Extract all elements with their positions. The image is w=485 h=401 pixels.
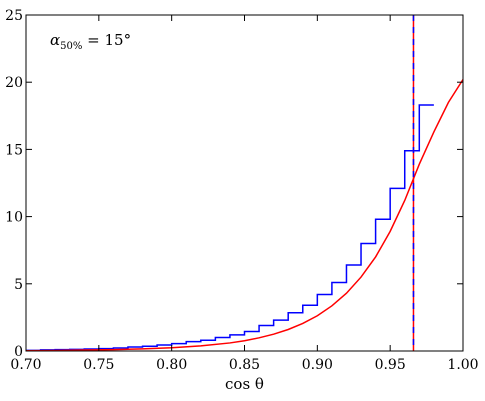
y-tick-label-1: 5 bbox=[14, 277, 23, 293]
plot-content bbox=[25, 15, 464, 352]
y-tick-label-4: 20 bbox=[5, 75, 23, 91]
x-tick-label-2: 0.80 bbox=[156, 357, 187, 373]
x-tick-label-4: 0.90 bbox=[302, 357, 333, 373]
y-tick-label-2: 10 bbox=[5, 210, 23, 226]
fit-curve-series bbox=[25, 79, 464, 352]
annotation-alpha-symbol: α bbox=[50, 31, 60, 49]
annotation-alpha: α50% = 15° bbox=[50, 31, 131, 52]
x-tick-label-3: 0.85 bbox=[229, 357, 260, 373]
x-tick-label-0: 0.70 bbox=[10, 357, 41, 373]
y-tick-label-3: 15 bbox=[5, 142, 23, 158]
y-tick-label-5: 25 bbox=[5, 8, 23, 24]
x-axis-label: cos θ bbox=[225, 375, 264, 393]
y-tick-label-0: 0 bbox=[14, 344, 23, 360]
x-tick-label-5: 0.95 bbox=[375, 357, 406, 373]
x-tick-label-1: 0.75 bbox=[83, 357, 114, 373]
plot-frame bbox=[25, 14, 464, 352]
x-tick-label-6: 1.00 bbox=[447, 357, 478, 373]
annotation-alpha-value: = 15° bbox=[82, 31, 131, 49]
histogram-series bbox=[26, 104, 434, 352]
annotation-alpha-subscript: 50% bbox=[60, 41, 82, 52]
axis-ticks bbox=[25, 14, 464, 352]
axis-tick-labels: 0.70 0.75 0.80 0.85 0.90 0.95 1.00 0 5 10 15 20 25 bbox=[5, 8, 478, 373]
